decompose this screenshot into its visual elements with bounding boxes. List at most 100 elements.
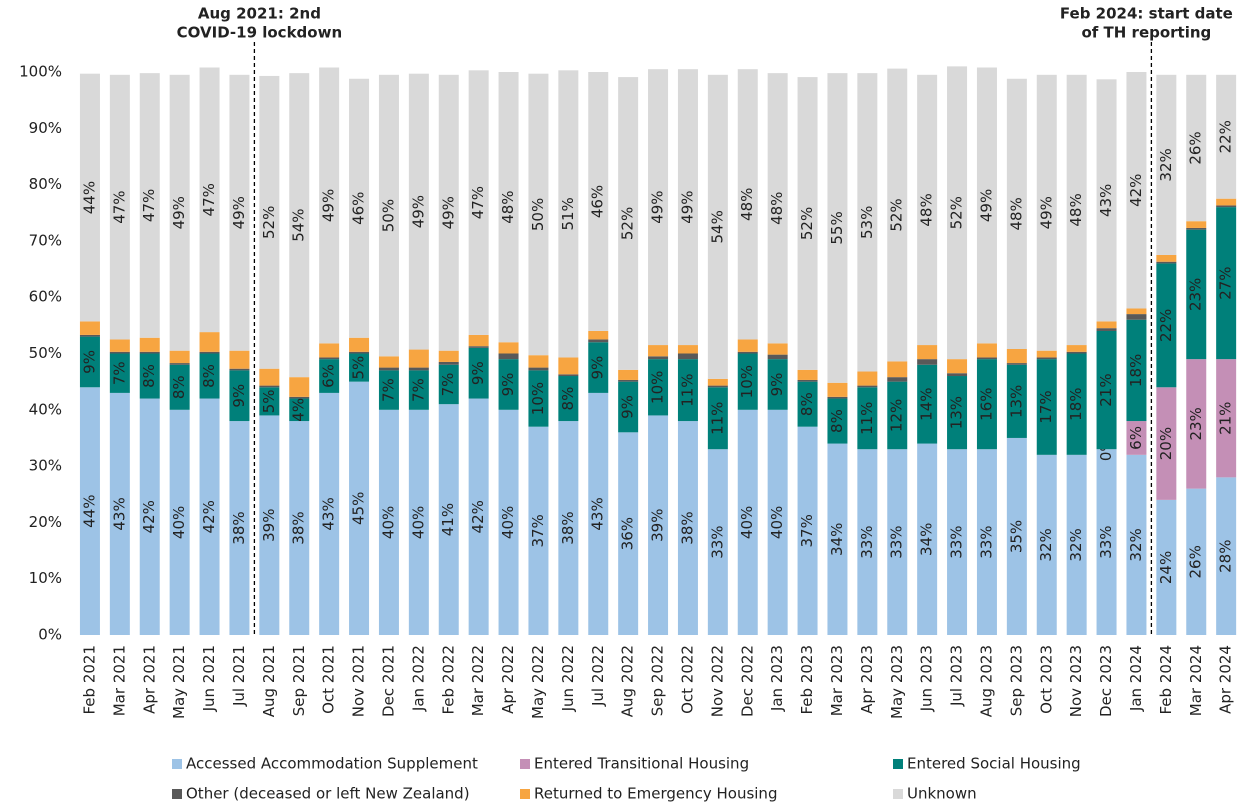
bar-segment <box>259 415 280 635</box>
data-label: 41% <box>439 503 457 536</box>
data-label: 52% <box>619 207 637 240</box>
bar-segment <box>319 67 340 344</box>
data-label: 8% <box>200 364 218 388</box>
bar-segment <box>558 376 579 422</box>
data-label: 24% <box>1157 551 1175 584</box>
data-label: 26% <box>1187 545 1205 578</box>
bar-segment <box>1126 72 1147 309</box>
bar-segment <box>1216 205 1237 208</box>
data-label: 37% <box>529 514 547 547</box>
bar-segment <box>797 381 818 427</box>
bar-segment <box>468 346 489 348</box>
bar-segment <box>1126 421 1147 455</box>
data-label: 33% <box>1097 525 1115 558</box>
data-label: 43% <box>320 497 338 530</box>
bar-segment <box>408 73 429 350</box>
bar-segment <box>199 398 220 635</box>
data-label: 11% <box>678 373 696 406</box>
bar-segment <box>169 350 190 364</box>
bar-segment <box>827 443 848 635</box>
data-label: 38% <box>230 511 248 544</box>
bar-segment <box>229 370 250 422</box>
bar-segment <box>1186 221 1207 228</box>
bar-segment <box>648 69 669 346</box>
data-label: 49% <box>320 189 338 222</box>
data-label: 42% <box>200 500 218 533</box>
data-label: 35% <box>1007 520 1025 553</box>
x-tick-label: Jul 2023 <box>948 645 966 707</box>
legend-label: Other (deceased or left New Zealand) <box>186 785 470 803</box>
x-tick-label: Feb 2023 <box>798 645 816 715</box>
data-label: 9% <box>230 384 248 408</box>
data-label: 21% <box>1097 373 1115 406</box>
data-label: 49% <box>977 189 995 222</box>
bar-segment <box>887 361 908 378</box>
data-label: 53% <box>858 206 876 239</box>
bar-segment <box>917 345 938 360</box>
bar-segment <box>289 73 310 378</box>
bar-segment <box>259 368 280 386</box>
bar-segment <box>1126 454 1147 635</box>
bar-segment <box>289 396 310 399</box>
data-label: 34% <box>828 523 846 556</box>
data-label: 9% <box>768 373 786 397</box>
data-label: 11% <box>708 402 726 435</box>
bar-segment <box>169 74 190 351</box>
x-tick-label: Mar 2024 <box>1187 645 1205 716</box>
bar-segment <box>229 74 250 351</box>
data-label: 8% <box>828 409 846 433</box>
data-label: 40% <box>738 506 756 539</box>
data-label: 38% <box>559 511 577 544</box>
bar-segment <box>588 72 609 331</box>
legend-label: Returned to Emergency Housing <box>534 785 777 803</box>
bar-segment <box>767 343 788 355</box>
data-label: 9% <box>80 350 98 374</box>
bar-segment <box>408 370 429 410</box>
bar-segment <box>289 421 310 635</box>
data-label: 42% <box>469 500 487 533</box>
bar-segment <box>408 349 429 368</box>
data-label: 7% <box>409 378 427 402</box>
data-label: 18% <box>1127 354 1145 387</box>
data-label: 22% <box>1157 309 1175 342</box>
bar-segment <box>1186 74 1207 222</box>
bar-segment <box>648 345 669 357</box>
data-label: 9% <box>499 373 517 397</box>
legend-swatch <box>893 789 903 799</box>
bar-segment <box>468 334 489 347</box>
bar-segment <box>468 347 489 399</box>
x-tick-label: Feb 2021 <box>80 645 98 715</box>
data-label: 47% <box>110 190 128 223</box>
bar-segment <box>976 449 997 635</box>
legend-swatch <box>520 789 530 799</box>
data-label: 18% <box>1067 387 1085 420</box>
data-label: 28% <box>1217 540 1235 573</box>
bar-segment <box>588 330 609 340</box>
y-tick-label: 100% <box>19 63 62 81</box>
data-label: 13% <box>948 396 966 429</box>
bar-segment <box>737 351 758 354</box>
x-tick-label: Dec 2023 <box>1097 645 1115 717</box>
bar-segment <box>737 69 758 340</box>
bar-segment <box>1066 454 1087 635</box>
data-label: 4% <box>290 398 308 422</box>
data-label: 21% <box>1217 402 1235 435</box>
x-tick-label: Mar 2022 <box>469 645 487 716</box>
bar-segment <box>349 337 370 352</box>
bar-segment <box>797 77 818 370</box>
data-label: 32% <box>1127 528 1145 561</box>
bar-segment <box>917 364 938 444</box>
data-label: 33% <box>948 525 966 558</box>
y-tick-label: 40% <box>29 400 62 418</box>
bar-segment <box>1156 387 1177 500</box>
bar-segment <box>618 369 639 380</box>
x-tick-label: Jul 2021 <box>230 645 248 707</box>
x-tick-label: Aug 2022 <box>619 645 637 717</box>
bar-segment <box>1096 330 1117 450</box>
bar-segment <box>558 70 579 358</box>
bar-segment <box>1036 359 1057 455</box>
bar-segment <box>737 409 758 635</box>
bar-segment <box>438 404 459 635</box>
x-tick-label: Sep 2021 <box>290 645 308 716</box>
data-label: 33% <box>888 525 906 558</box>
